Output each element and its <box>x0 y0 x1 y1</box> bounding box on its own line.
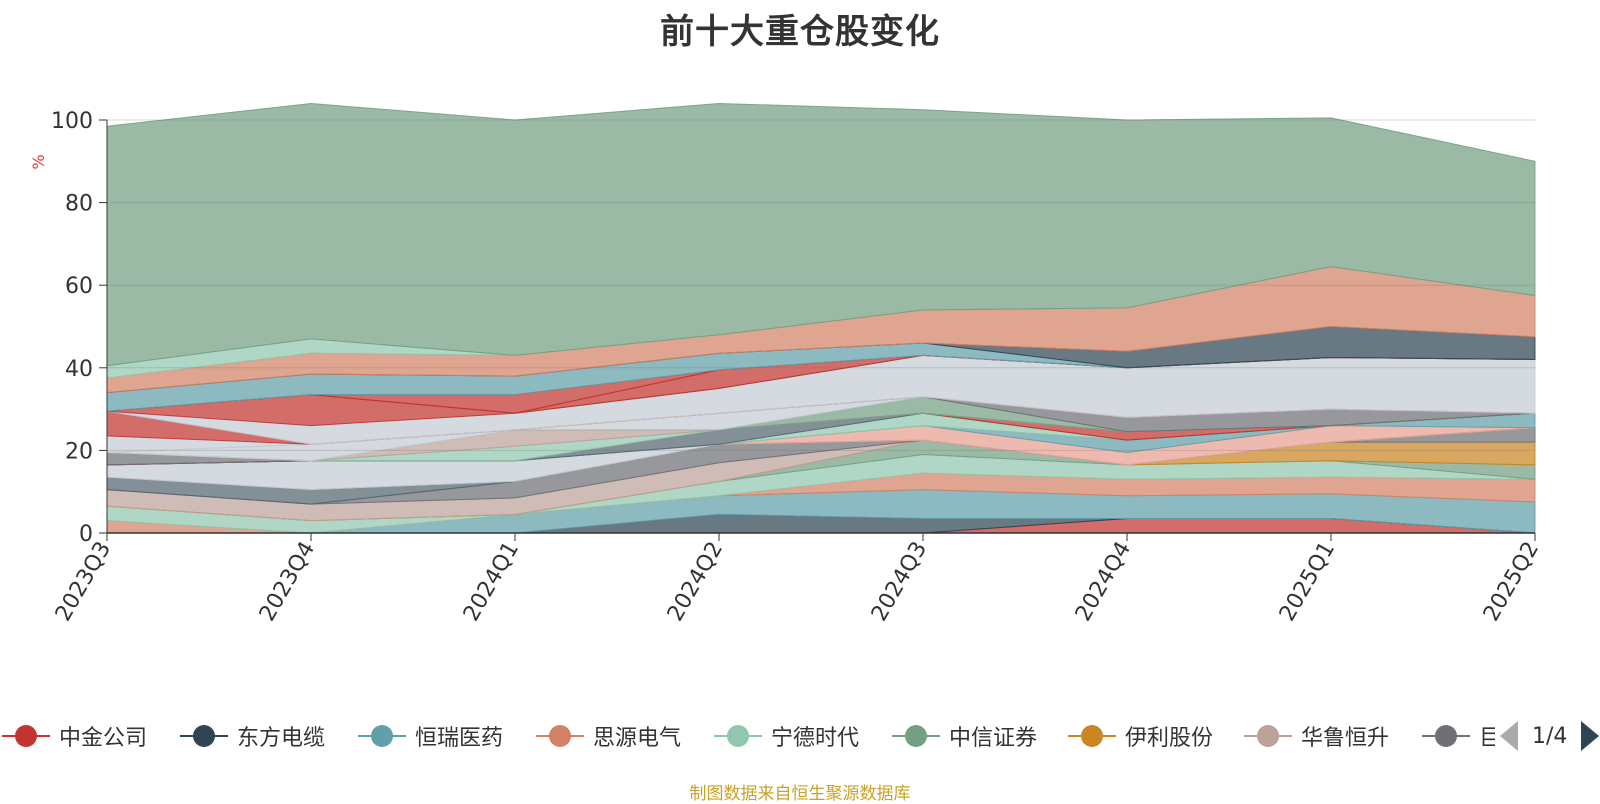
source-note: 制图数据来自恒生聚源数据库 <box>689 784 911 804</box>
legend-marker-icon <box>356 723 408 749</box>
legend-marker-icon <box>1066 723 1118 749</box>
legend-item-3[interactable]: 思源电气 <box>534 716 681 756</box>
legend-prev-arrow-icon[interactable] <box>1500 721 1518 751</box>
legend: 中金公司 东方电缆 恒瑞医药 思源电气 宁德时代 中信证券 伊利股份 华鲁恒升 巨 <box>0 716 1600 756</box>
legend-item-7[interactable]: 华鲁恒升 <box>1242 716 1389 756</box>
legend-marker-icon <box>0 723 52 749</box>
y-tick-label: 0 <box>79 522 93 547</box>
legend-item-2[interactable]: 恒瑞医药 <box>356 716 503 756</box>
x-tick-label: 2024Q3 <box>867 538 932 626</box>
legend-item-6[interactable]: 伊利股份 <box>1066 716 1213 756</box>
x-tick-label: 2024Q4 <box>1071 538 1136 626</box>
grid-lines <box>107 119 1535 451</box>
legend-marker-icon <box>1420 723 1472 749</box>
legend-label: 巨 <box>1479 726 1495 751</box>
legend-pager: 1/4 <box>1500 718 1600 754</box>
y-tick-label: 20 <box>65 439 93 464</box>
legend-marker-icon <box>178 723 230 749</box>
x-tick-label: 2024Q1 <box>459 538 524 626</box>
legend-item-4[interactable]: 宁德时代 <box>712 716 859 756</box>
legend-marker-icon <box>1242 723 1294 749</box>
chart-title: 前十大重仓股变化 <box>660 12 940 52</box>
legend-label: 中信证券 <box>949 726 1038 751</box>
legend-label: 华鲁恒升 <box>1301 726 1390 751</box>
y-tick-label: 80 <box>65 192 93 217</box>
x-tick-label: 2024Q2 <box>663 538 728 626</box>
legend-page-indicator: 1/4 <box>1532 723 1568 749</box>
x-tick-label: 2023Q4 <box>255 538 320 626</box>
y-tick-label: 40 <box>65 357 93 382</box>
legend-next-arrow-icon[interactable] <box>1581 721 1600 751</box>
legend-item-5[interactable]: 中信证券 <box>890 716 1037 756</box>
legend-label: 伊利股份 <box>1125 726 1214 751</box>
legend-marker-icon <box>890 723 942 749</box>
x-tick-label: 2025Q2 <box>1479 538 1544 626</box>
x-tick-label: 2023Q3 <box>51 538 116 626</box>
legend-item-1[interactable]: 东方电缆 <box>178 716 325 756</box>
stacked-areas <box>106 102 1536 534</box>
legend-item-0[interactable]: 中金公司 <box>0 716 147 756</box>
x-tick-label: 2025Q1 <box>1275 538 1340 626</box>
y-tick-label: 100 <box>51 109 93 134</box>
legend-label: 宁德时代 <box>771 726 860 751</box>
legend-label: 思源电气 <box>593 726 682 751</box>
y-axis-unit-label: % <box>29 154 48 169</box>
y-tick-label: 60 <box>65 274 93 299</box>
legend-label: 恒瑞医药 <box>415 726 504 751</box>
legend-marker-icon <box>534 723 586 749</box>
legend-marker-icon <box>712 723 764 749</box>
legend-label: 中金公司 <box>59 726 148 751</box>
legend-item-8[interactable]: 巨 <box>1420 716 1495 756</box>
area-series-33 <box>106 102 1536 367</box>
legend-label: 东方电缆 <box>237 726 326 751</box>
